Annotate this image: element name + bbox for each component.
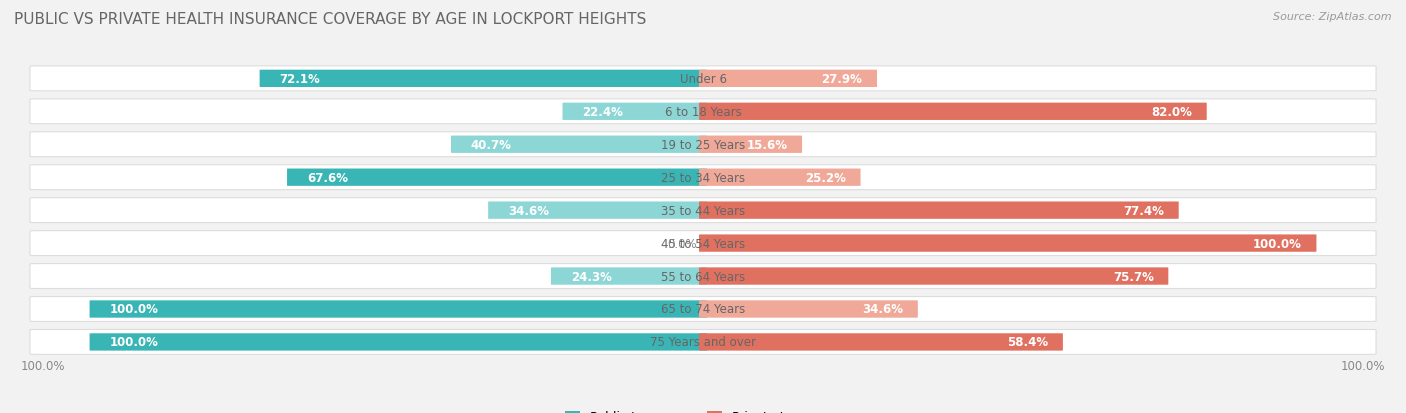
FancyBboxPatch shape	[30, 330, 1376, 354]
Text: 100.0%: 100.0%	[110, 303, 159, 316]
Text: Source: ZipAtlas.com: Source: ZipAtlas.com	[1274, 12, 1392, 22]
Text: 58.4%: 58.4%	[1007, 336, 1049, 349]
Text: 35 to 44 Years: 35 to 44 Years	[661, 204, 745, 217]
Text: 34.6%: 34.6%	[862, 303, 903, 316]
Text: 75.7%: 75.7%	[1114, 270, 1154, 283]
Text: 100.0%: 100.0%	[110, 336, 159, 349]
Text: 75 Years and over: 75 Years and over	[650, 336, 756, 349]
Text: 25 to 34 Years: 25 to 34 Years	[661, 171, 745, 184]
FancyBboxPatch shape	[699, 169, 860, 186]
FancyBboxPatch shape	[551, 268, 707, 285]
FancyBboxPatch shape	[451, 136, 707, 154]
FancyBboxPatch shape	[30, 67, 1376, 92]
Text: 6 to 18 Years: 6 to 18 Years	[665, 106, 741, 119]
Text: 19 to 25 Years: 19 to 25 Years	[661, 138, 745, 152]
Text: 22.4%: 22.4%	[582, 106, 623, 119]
Text: 77.4%: 77.4%	[1123, 204, 1164, 217]
FancyBboxPatch shape	[699, 235, 1316, 252]
Text: Under 6: Under 6	[679, 73, 727, 85]
FancyBboxPatch shape	[699, 333, 1063, 351]
Text: 100.0%: 100.0%	[1253, 237, 1302, 250]
FancyBboxPatch shape	[699, 268, 1168, 285]
Text: 72.1%: 72.1%	[280, 73, 321, 85]
FancyBboxPatch shape	[90, 301, 707, 318]
Text: 0.0%: 0.0%	[666, 237, 696, 250]
FancyBboxPatch shape	[30, 297, 1376, 322]
FancyBboxPatch shape	[30, 264, 1376, 289]
Text: PUBLIC VS PRIVATE HEALTH INSURANCE COVERAGE BY AGE IN LOCKPORT HEIGHTS: PUBLIC VS PRIVATE HEALTH INSURANCE COVER…	[14, 12, 647, 27]
FancyBboxPatch shape	[699, 136, 801, 154]
FancyBboxPatch shape	[488, 202, 707, 219]
Text: 27.9%: 27.9%	[821, 73, 862, 85]
Text: 67.6%: 67.6%	[307, 171, 347, 184]
Text: 15.6%: 15.6%	[747, 138, 787, 152]
FancyBboxPatch shape	[562, 103, 707, 121]
FancyBboxPatch shape	[699, 71, 877, 88]
Text: 65 to 74 Years: 65 to 74 Years	[661, 303, 745, 316]
FancyBboxPatch shape	[30, 165, 1376, 190]
FancyBboxPatch shape	[30, 231, 1376, 256]
Text: 82.0%: 82.0%	[1152, 106, 1192, 119]
FancyBboxPatch shape	[30, 100, 1376, 124]
Text: 45 to 54 Years: 45 to 54 Years	[661, 237, 745, 250]
FancyBboxPatch shape	[90, 333, 707, 351]
Text: 40.7%: 40.7%	[471, 138, 512, 152]
Text: 100.0%: 100.0%	[21, 359, 65, 372]
FancyBboxPatch shape	[260, 71, 707, 88]
Legend: Public Insurance, Private Insurance: Public Insurance, Private Insurance	[565, 411, 841, 413]
FancyBboxPatch shape	[699, 202, 1178, 219]
FancyBboxPatch shape	[287, 169, 707, 186]
Text: 25.2%: 25.2%	[806, 171, 846, 184]
Text: 55 to 64 Years: 55 to 64 Years	[661, 270, 745, 283]
FancyBboxPatch shape	[699, 301, 918, 318]
Text: 34.6%: 34.6%	[508, 204, 548, 217]
FancyBboxPatch shape	[699, 103, 1206, 121]
FancyBboxPatch shape	[30, 198, 1376, 223]
Text: 24.3%: 24.3%	[571, 270, 612, 283]
Text: 100.0%: 100.0%	[1341, 359, 1385, 372]
FancyBboxPatch shape	[30, 133, 1376, 157]
